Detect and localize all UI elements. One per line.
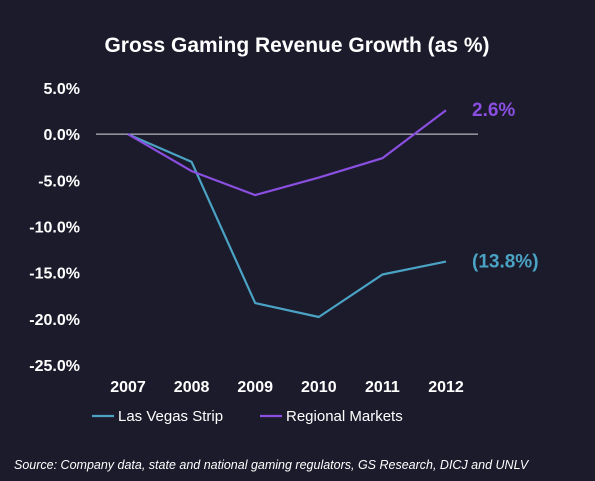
- legend: Las Vegas Strip Regional Markets: [92, 408, 403, 425]
- y-tick-label: -10.0%: [29, 220, 80, 237]
- x-tick-label: 2009: [237, 379, 273, 396]
- series-line-2: [127, 109, 447, 197]
- x-axis-ticks: 2007 2008 2009 2010 2011 2012: [110, 379, 464, 396]
- x-tick-label: 2007: [110, 379, 146, 396]
- y-tick-label: -20.0%: [29, 312, 80, 329]
- y-tick-label: 0.0%: [44, 127, 80, 144]
- series-lines: (13.8%) 2.6%: [127, 100, 539, 319]
- y-tick-label: -25.0%: [29, 358, 80, 375]
- x-tick-label: 2008: [174, 379, 210, 396]
- y-tick-label: -15.0%: [29, 266, 80, 283]
- x-tick-label: 2010: [301, 379, 337, 396]
- legend-label: Regional Markets: [286, 408, 403, 425]
- x-tick-label: 2011: [365, 379, 400, 396]
- series-line-1: [127, 133, 447, 319]
- series-end-label: (13.8%): [472, 252, 539, 273]
- y-tick-label: -5.0%: [38, 173, 80, 190]
- legend-label: Las Vegas Strip: [118, 408, 223, 425]
- source-note: Source: Company data, state and national…: [14, 458, 530, 472]
- y-tick-label: 5.0%: [44, 81, 80, 98]
- chart-title: Gross Gaming Revenue Growth (as %): [104, 34, 489, 57]
- x-tick-label: 2012: [428, 379, 464, 396]
- y-axis-ticks: 5.0% 0.0% -5.0% -10.0% -15.0% -20.0% -25.0%: [29, 81, 80, 375]
- series-end-label: 2.6%: [472, 100, 515, 121]
